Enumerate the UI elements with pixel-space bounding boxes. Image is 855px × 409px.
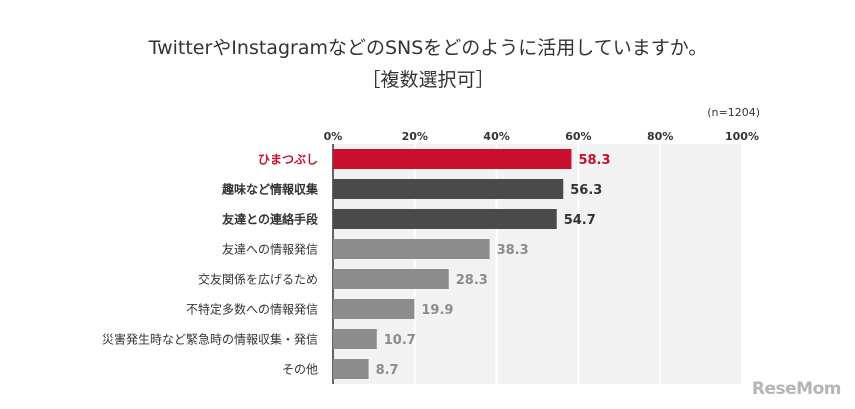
bar <box>333 329 377 349</box>
bar <box>333 299 415 319</box>
category-label: その他 <box>282 363 318 377</box>
x-tick-label: 40% <box>483 130 509 143</box>
resemom-logo: ReseMom <box>751 379 842 399</box>
category-label: 友達との連絡手段 <box>221 212 319 227</box>
value-label: 19.9 <box>421 303 453 318</box>
bar <box>333 209 557 229</box>
x-tick-label: 0% <box>324 130 343 143</box>
value-label: 58.3 <box>578 153 610 168</box>
category-label: ひまつぶし <box>258 153 318 167</box>
x-tick-label: 60% <box>565 130 591 143</box>
chart-subtitle: ［複数選択可］ <box>361 69 494 91</box>
category-label: 交友関係を広げるため <box>198 272 318 287</box>
bar <box>333 269 449 289</box>
chart-title: TwitterやInstagramなどのSNSをどのように活用していますか。 <box>148 37 708 59</box>
bar <box>333 359 369 379</box>
x-tick-label: 80% <box>647 130 673 143</box>
plot-area: 0% 20% 40% 60% 80% 100% ひまつぶし 58.3 趣味など情報収集 56.3 友… <box>102 130 759 384</box>
value-label: 28.3 <box>456 273 488 288</box>
category-label: 不特定多数への情報発信 <box>186 302 318 317</box>
bar <box>333 149 572 169</box>
value-label: 38.3 <box>497 243 529 258</box>
value-label: 10.7 <box>384 333 416 348</box>
x-tick-label: 100% <box>725 130 759 143</box>
sample-size-note: (n=1204) <box>707 106 760 119</box>
bar <box>333 179 564 199</box>
value-label: 8.7 <box>376 363 399 378</box>
value-label: 54.7 <box>564 213 596 228</box>
bar <box>333 239 490 259</box>
x-tick-label: 20% <box>402 130 428 143</box>
category-label: 災害発生時など緊急時の情報収集・発信 <box>102 332 318 347</box>
value-label: 56.3 <box>570 183 602 198</box>
category-label: 趣味など情報収集 <box>221 182 319 197</box>
category-label: 友達への情報発信 <box>222 243 318 257</box>
